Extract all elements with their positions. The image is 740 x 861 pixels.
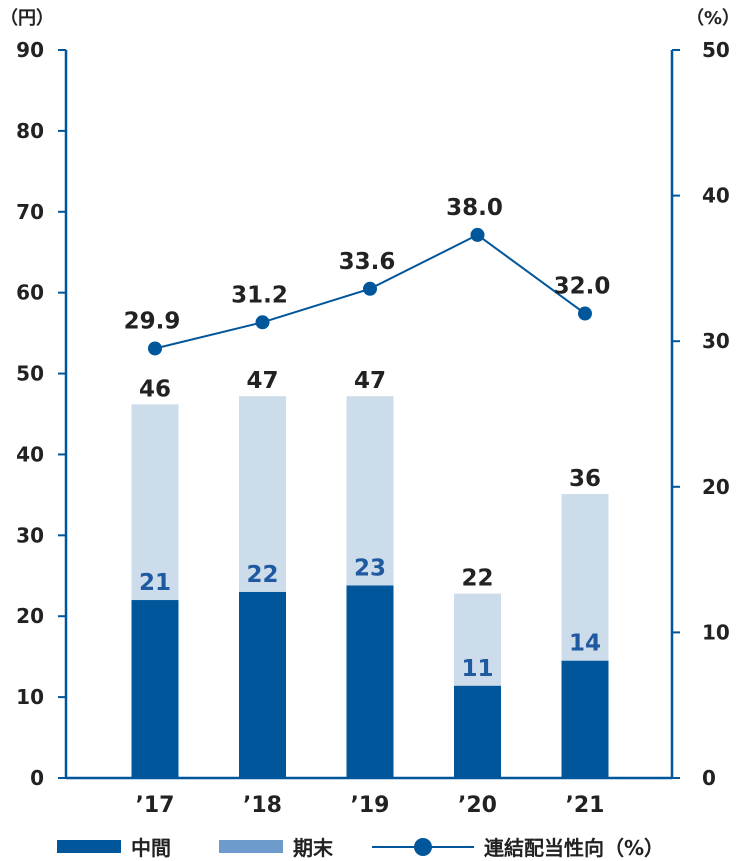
y-left-tick-label: 30: [16, 523, 44, 547]
bar-chukan-label: 11: [461, 656, 493, 682]
bar-total-label: 46: [139, 376, 171, 402]
y-left-tick-label: 20: [16, 604, 44, 628]
legend-swatch-chukan: [57, 840, 121, 853]
y-right-tick-label: 30: [702, 329, 730, 353]
payout-ratio-label: 31.2: [231, 282, 288, 308]
x-tick-label: ’20: [458, 793, 497, 818]
bar-kimatsu: [131, 404, 179, 601]
bar-kimatsu: [454, 593, 501, 686]
bar-kimatsu: [561, 494, 609, 661]
payout-ratio-label: 33.6: [339, 249, 396, 275]
x-tick-label: ’19: [351, 793, 390, 818]
y-left-tick-label: 80: [16, 119, 44, 143]
y-right-tick-label: 10: [702, 620, 730, 644]
y-left-tick-label: 50: [16, 362, 44, 386]
bar-chukan: [454, 685, 501, 778]
line-series: [148, 227, 592, 356]
y-right-tick-label: 50: [702, 38, 730, 62]
y-left-tick-label: 0: [30, 766, 44, 790]
payout-ratio-point: [470, 227, 485, 242]
legend-label-payout: 連結配当性向（%）: [484, 836, 664, 860]
x-tick-label: ’21: [566, 793, 605, 818]
payout-ratio-point: [148, 341, 162, 356]
y-left-tick-label: 60: [16, 281, 44, 305]
y-right-tick-label: 20: [702, 475, 730, 499]
y-left-tick-label: 40: [16, 442, 44, 466]
legend-marker-payout: [414, 838, 432, 856]
x-tick-label: ’17: [136, 793, 175, 818]
bar-kimatsu: [239, 396, 286, 592]
bar-chukan: [561, 660, 609, 778]
y-right-tick-label: 0: [702, 766, 716, 790]
payout-ratio-point: [578, 306, 592, 321]
bar-chukan: [346, 585, 394, 778]
y-right-tick-label: 40: [702, 184, 730, 208]
payout-ratio-label: 38.0: [446, 195, 503, 221]
payout-ratio-label: 29.9: [124, 308, 181, 334]
y-right-unit: （%）: [686, 8, 740, 29]
bar-total-label: 36: [569, 466, 601, 492]
legend: 中間 期末 連結配当性向（%）: [57, 836, 664, 860]
payout-ratio-label: 32.0: [554, 274, 611, 300]
bar-chukan: [239, 591, 286, 778]
bar-chukan-label: 14: [569, 631, 601, 657]
payout-ratio-point: [255, 315, 270, 330]
payout-ratio-point: [363, 281, 377, 296]
data-labels: 21 46 22 47 23 47 11 22 14 36 29.9 31.2 33.6 38.0 32.0: [124, 195, 611, 682]
bar-total-label: 22: [461, 566, 493, 592]
legend-label-kimatsu: 期末: [293, 836, 334, 860]
y-left-tick-label: 10: [16, 685, 44, 709]
bar-chukan-label: 23: [354, 555, 386, 581]
bar-chukan-label: 22: [246, 562, 278, 588]
legend-label-chukan: 中間: [131, 836, 171, 860]
bar-total-label: 47: [246, 368, 278, 394]
bars: [131, 396, 609, 778]
legend-swatch-kimatsu: [219, 840, 283, 853]
x-tick-label: ’18: [243, 793, 282, 818]
axes: 0 10 20 30 40 50 60 70 80 90 0 10 20 30 40 50 （円） （%） ’17 ’…: [0, 8, 740, 818]
bar-kimatsu: [346, 396, 394, 586]
bar-chukan-label: 21: [139, 570, 171, 596]
y-left-tick-label: 90: [16, 38, 44, 62]
bar-chukan: [131, 600, 179, 778]
y-left-unit: （円）: [0, 8, 54, 29]
y-left-tick-label: 70: [16, 200, 44, 224]
bar-total-label: 47: [354, 368, 386, 394]
